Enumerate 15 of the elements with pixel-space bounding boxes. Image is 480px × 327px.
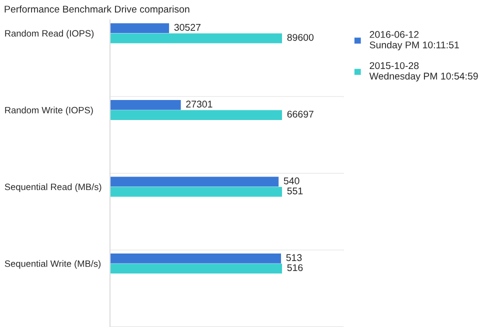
chart-title: Performance Benchmark Drive comparison	[4, 5, 190, 15]
y-tick-label: Sequential Write (MB/s)	[4, 260, 100, 269]
data-label: 27301	[186, 100, 212, 108]
legend-label: 2016-06-12 Sunday PM 10:11:51	[370, 31, 459, 50]
data-label: 516	[287, 264, 303, 272]
data-label: 513	[286, 254, 302, 262]
data-label: 89600	[287, 34, 314, 41]
data-label: 540	[284, 177, 300, 184]
y-tick-label: Sequential Read (MB/s)	[4, 183, 102, 192]
data-label: 66697	[287, 110, 314, 118]
y-tick-label: Random Write (IOPS)	[5, 106, 93, 116]
y-tick-label: Random Read (IOPS)	[5, 30, 94, 38]
data-label: 30527	[174, 24, 200, 31]
legend-label: 2015-10-28 Wednesday PM 10:54:59	[369, 62, 478, 82]
data-label: 551	[287, 188, 303, 194]
